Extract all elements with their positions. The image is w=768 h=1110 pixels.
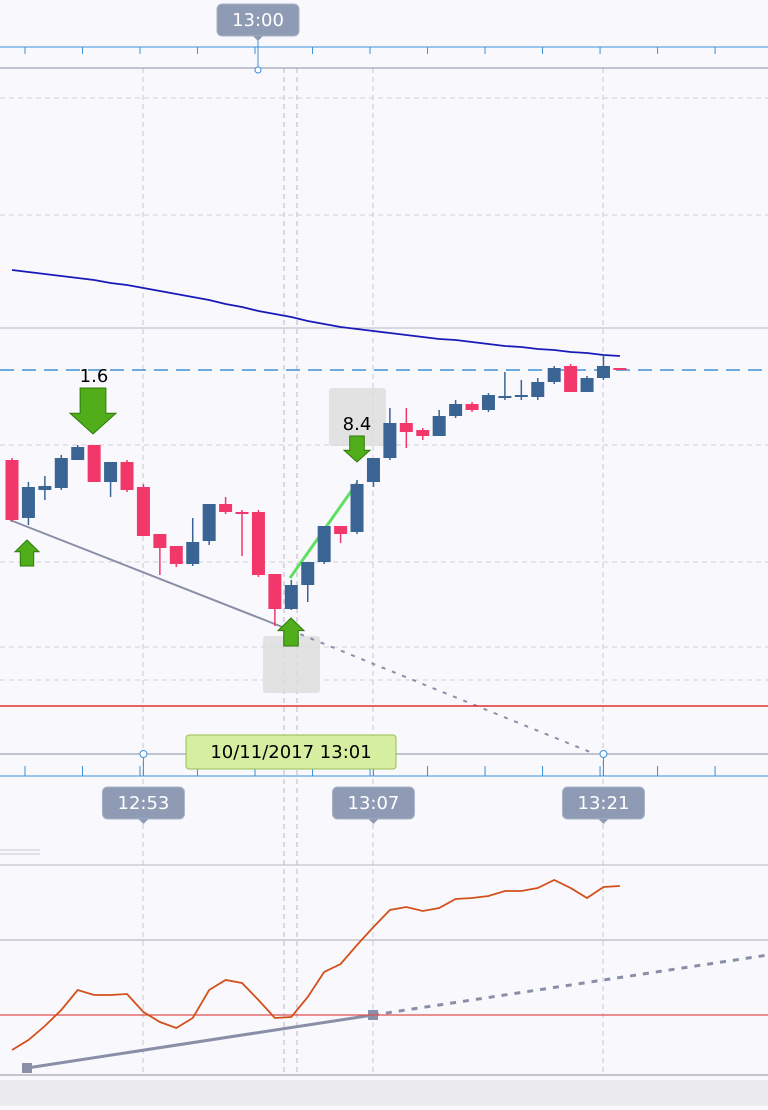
candle-body [416,430,430,436]
candle-body [334,526,348,534]
time-label: 12:53 [118,793,170,814]
candle-body [235,512,249,514]
top-marker-dot [254,66,262,74]
candle-body [87,445,101,482]
candle-body [596,366,610,378]
trend-handle [22,1063,32,1073]
x-tick-dot [139,750,148,758]
time-pill-pointer [368,819,379,824]
candle-body [350,484,364,532]
candle-body [153,534,167,548]
candle-body [21,487,35,518]
signal-label: 8.4 [343,414,372,435]
time-pill-pointer [598,819,609,824]
candle-body [481,395,495,410]
time-label: 13:07 [348,793,400,814]
indicator-line [11,878,620,1051]
up-arrow [276,617,306,647]
down-arrow [342,435,372,463]
time-pill-pointer [253,36,263,41]
candle-body [366,458,380,482]
trend-line-ext [289,629,591,753]
time-label: 13:00 [232,10,284,31]
time-pill-pointer [138,819,149,824]
candle-body [169,546,183,564]
indicator-trend [26,1013,374,1070]
highlight-box [329,388,386,446]
trend-line [9,519,291,631]
candle-body [104,462,118,482]
candle-body [219,504,233,512]
candle-body [564,366,578,392]
candle-body [383,423,397,458]
highlight-box [263,636,320,693]
crosshair-label-box [185,734,397,770]
candle-body [432,416,446,436]
candle-body [71,447,85,460]
up-arrow [13,539,41,567]
candle-body [284,585,298,609]
candle-body [301,562,315,585]
moving-average [11,269,620,357]
down-arrow [68,387,118,435]
candle-body [38,486,52,490]
time-label: 13:21 [578,793,630,814]
layout [0,40,768,1106]
candle-body [498,396,512,398]
signal-label: 1.6 [80,366,109,387]
candle-body [547,368,561,382]
candle-body [613,368,627,370]
candle-body [580,378,594,392]
candle-body [514,395,528,397]
crosshair-label: 10/11/2017 13:01 [210,742,371,763]
candle-body [5,460,19,520]
x-tick-dot [599,750,608,758]
candle-body [317,526,331,562]
candle-body [399,423,413,432]
indicator-trend-ext [372,953,768,1017]
scrollbar [0,1080,768,1106]
candle-body [186,542,200,564]
candle-body [531,382,545,397]
candle-body [202,504,216,541]
candle-body [268,574,282,609]
candle-body [465,404,479,410]
candle-body [120,462,134,490]
candle-body [449,404,463,416]
candle-body [251,512,265,575]
candle-body [54,458,68,488]
candle-body [136,487,150,536]
